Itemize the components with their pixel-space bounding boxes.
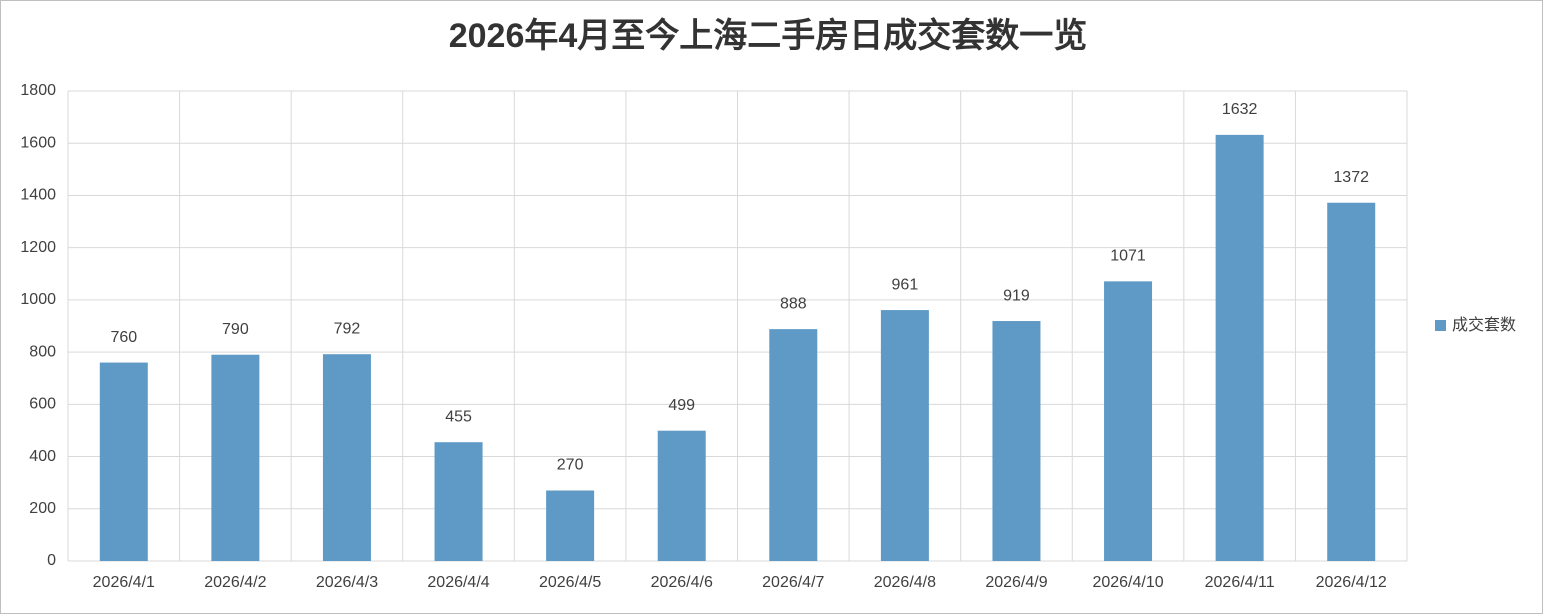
data-label: 1071 [1110, 248, 1146, 265]
data-label: 919 [1003, 287, 1030, 304]
data-label: 1372 [1333, 169, 1369, 186]
data-label: 455 [445, 408, 472, 425]
data-label: 961 [892, 276, 919, 293]
y-tick-label: 600 [29, 396, 56, 413]
y-tick-label: 800 [29, 343, 56, 360]
bar [769, 329, 818, 561]
bar [546, 490, 595, 561]
x-tick-label: 2026/4/8 [874, 574, 936, 591]
bar [880, 310, 929, 561]
y-tick-label: 200 [29, 500, 56, 517]
data-label: 792 [334, 320, 361, 337]
bar [434, 442, 483, 561]
x-tick-label: 2026/4/12 [1316, 574, 1387, 591]
y-tick-label: 1800 [20, 82, 56, 99]
x-tick-label: 2026/4/1 [93, 574, 155, 591]
bar [1215, 134, 1264, 561]
data-label: 760 [110, 329, 137, 346]
x-tick-label: 2026/4/6 [651, 574, 713, 591]
y-tick-label: 0 [47, 552, 56, 569]
x-tick-label: 2026/4/2 [204, 574, 266, 591]
data-label: 270 [557, 457, 584, 474]
bar [211, 354, 260, 561]
x-tick-label: 2026/4/10 [1092, 574, 1163, 591]
data-label: 888 [780, 295, 807, 312]
bar [322, 354, 371, 561]
x-tick-label: 2026/4/4 [427, 574, 489, 591]
x-tick-label: 2026/4/9 [985, 574, 1047, 591]
bar [99, 362, 148, 561]
x-tick-label: 2026/4/3 [316, 574, 378, 591]
x-tick-label: 2026/4/7 [762, 574, 824, 591]
bar [1327, 202, 1376, 561]
legend-swatch [1435, 320, 1446, 331]
y-tick-label: 1400 [20, 187, 56, 204]
y-tick-label: 1600 [20, 134, 56, 151]
y-tick-label: 1200 [20, 239, 56, 256]
y-tick-label: 400 [29, 448, 56, 465]
x-tick-label: 2026/4/5 [539, 574, 601, 591]
y-tick-label: 1000 [20, 291, 56, 308]
bar [992, 321, 1041, 561]
legend-label: 成交套数 [1452, 316, 1516, 334]
data-label: 1632 [1222, 101, 1258, 118]
x-tick-label: 2026/4/11 [1205, 574, 1275, 591]
bar [657, 430, 706, 561]
data-label: 790 [222, 321, 249, 338]
bar [1104, 281, 1153, 561]
chart-title: 2026年4月至今上海二手房日成交套数一览 [449, 16, 1088, 55]
data-label: 499 [668, 397, 695, 414]
